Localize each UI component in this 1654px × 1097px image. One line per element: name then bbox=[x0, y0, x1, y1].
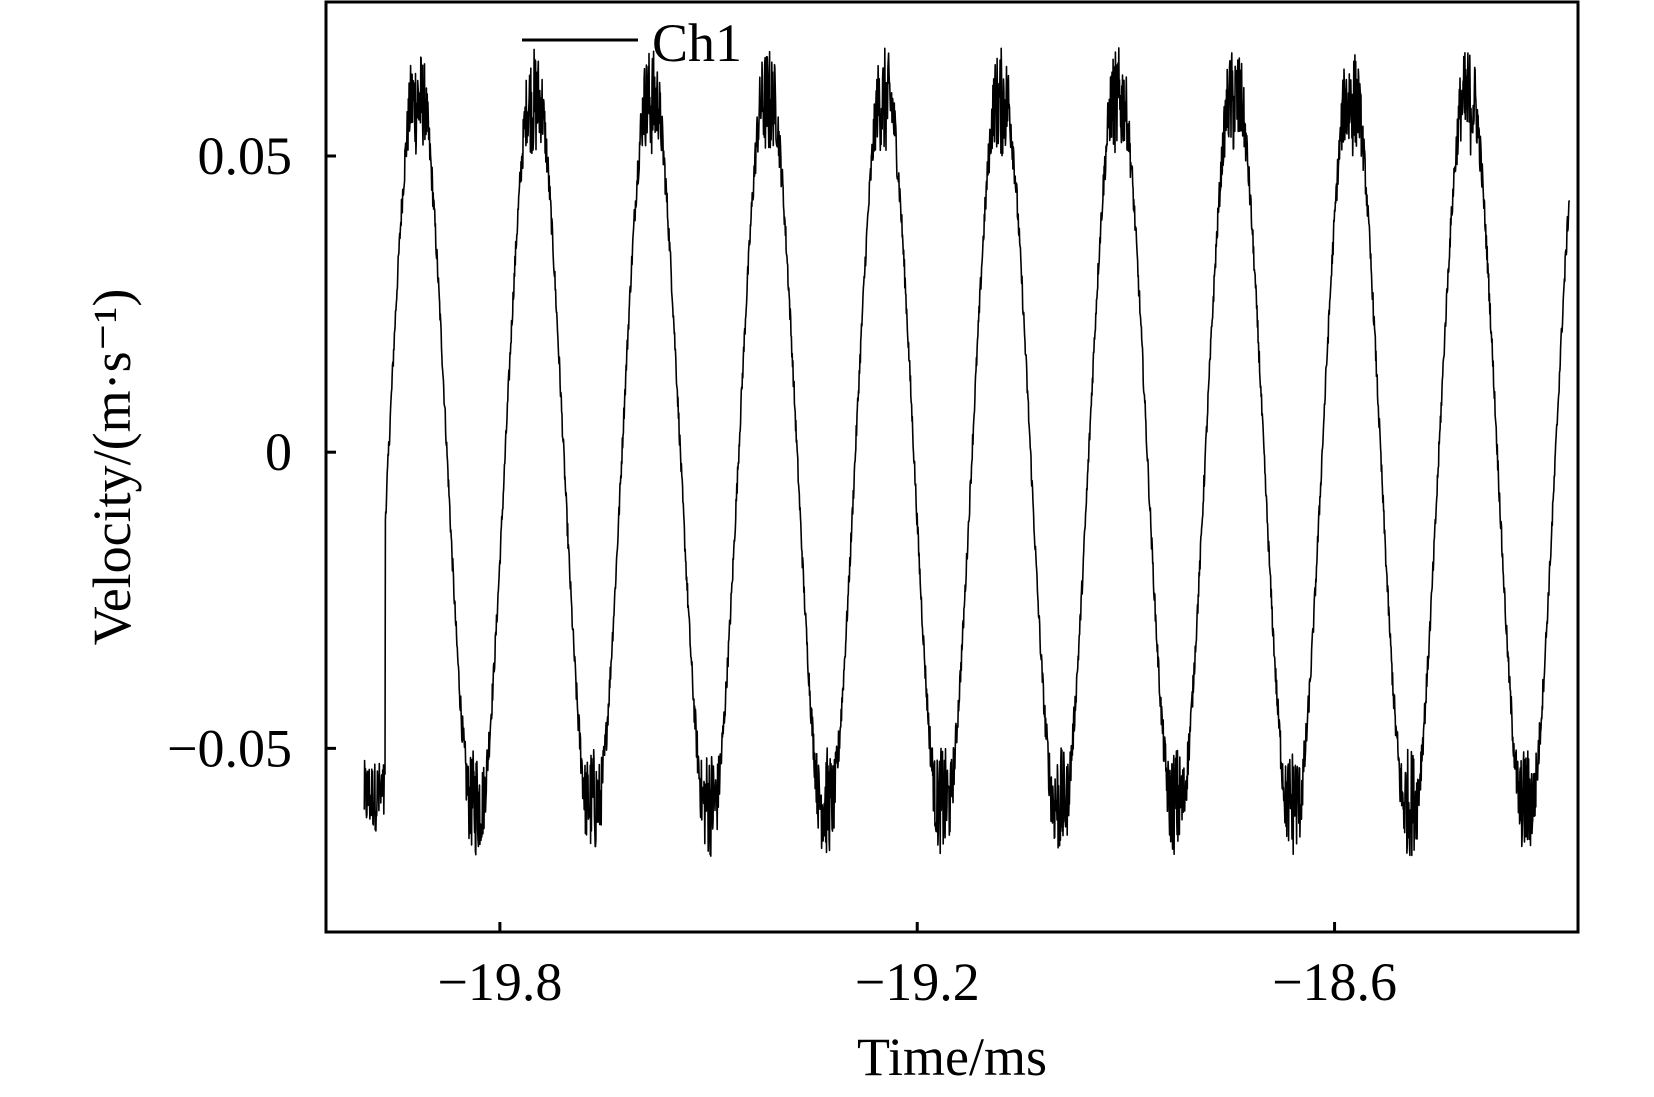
y-tick-label: −0.05 bbox=[167, 718, 292, 778]
legend: Ch1 bbox=[522, 13, 742, 73]
plot-frame bbox=[324, 0, 1580, 934]
y-tick-label: 0 bbox=[265, 422, 292, 482]
series-line-ch1 bbox=[363, 47, 1571, 857]
series-layer bbox=[363, 47, 1571, 857]
x-tick-label: −19.8 bbox=[437, 952, 562, 1012]
legend-label-ch1: Ch1 bbox=[652, 13, 742, 73]
y-tick-label: 0.05 bbox=[198, 126, 293, 186]
x-axis-title: Time/ms bbox=[857, 1027, 1047, 1087]
x-tick-label: −18.6 bbox=[1272, 952, 1397, 1012]
x-tick-label: −19.2 bbox=[855, 952, 980, 1012]
y-axis-title: Velocity/(m·s⁻¹) bbox=[82, 289, 142, 646]
x-axis-ticks: −19.8 −19.2 −18.6 bbox=[437, 922, 1397, 1012]
y-axis-ticks: −0.05 0 0.05 bbox=[167, 126, 336, 778]
